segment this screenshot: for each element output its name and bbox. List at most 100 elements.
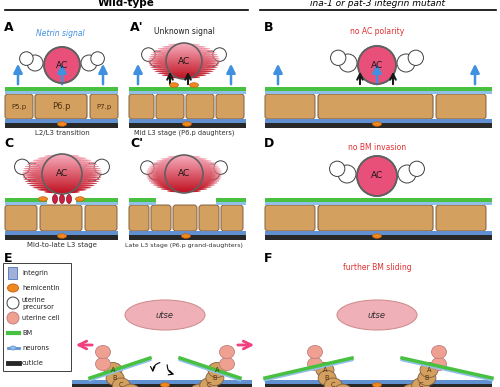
Ellipse shape (158, 72, 210, 75)
Text: C: C (331, 382, 336, 387)
Ellipse shape (148, 168, 220, 170)
Bar (129, 123, 246, 127)
FancyBboxPatch shape (216, 94, 244, 119)
Text: A': A' (130, 21, 143, 34)
Circle shape (214, 161, 228, 175)
Text: Netrin signal: Netrin signal (36, 29, 84, 38)
Ellipse shape (154, 49, 214, 52)
Circle shape (397, 54, 415, 72)
Circle shape (203, 51, 219, 67)
Ellipse shape (206, 371, 224, 385)
Ellipse shape (148, 166, 220, 168)
Text: cuticle: cuticle (22, 360, 44, 366)
Ellipse shape (324, 378, 342, 387)
Bar (5, 202, 47, 204)
Ellipse shape (8, 284, 18, 292)
FancyBboxPatch shape (40, 205, 82, 231)
Ellipse shape (372, 122, 382, 126)
Circle shape (142, 48, 155, 62)
Bar (265, 119, 492, 123)
Bar (265, 235, 492, 240)
FancyBboxPatch shape (5, 205, 37, 231)
Ellipse shape (148, 180, 220, 182)
Circle shape (140, 161, 154, 175)
FancyBboxPatch shape (186, 94, 214, 119)
Ellipse shape (24, 178, 101, 181)
Bar (265, 202, 492, 204)
Text: B: B (113, 375, 117, 381)
Ellipse shape (152, 68, 216, 71)
Bar (5, 87, 118, 91)
Ellipse shape (22, 170, 102, 172)
Ellipse shape (104, 363, 122, 377)
Ellipse shape (76, 197, 84, 201)
Text: L2/L3 transition: L2/L3 transition (34, 130, 90, 136)
Text: no AC polarity: no AC polarity (350, 27, 404, 36)
Ellipse shape (125, 300, 205, 330)
Ellipse shape (146, 176, 222, 178)
Ellipse shape (432, 346, 446, 358)
Circle shape (20, 52, 33, 65)
Bar (129, 87, 246, 91)
Bar (72, 384, 252, 387)
FancyBboxPatch shape (173, 205, 197, 231)
Ellipse shape (190, 384, 208, 387)
Circle shape (7, 297, 19, 309)
Ellipse shape (334, 384, 352, 387)
Text: ina-1 or pat-3 integrin mutant: ina-1 or pat-3 integrin mutant (310, 0, 446, 8)
Text: C: C (4, 137, 13, 150)
Circle shape (408, 50, 424, 65)
Ellipse shape (146, 171, 222, 175)
Bar (265, 198, 492, 202)
Text: B: B (424, 375, 429, 381)
FancyBboxPatch shape (265, 94, 315, 119)
FancyBboxPatch shape (129, 94, 154, 119)
Ellipse shape (308, 346, 322, 358)
Ellipse shape (418, 371, 436, 385)
Ellipse shape (24, 167, 101, 170)
Bar (216, 202, 246, 204)
Bar (76, 202, 118, 204)
Text: D: D (264, 137, 274, 150)
Circle shape (81, 55, 97, 71)
Text: B: B (325, 375, 330, 381)
FancyBboxPatch shape (85, 205, 117, 231)
FancyBboxPatch shape (156, 94, 184, 119)
Ellipse shape (160, 383, 170, 387)
FancyBboxPatch shape (318, 205, 433, 231)
Text: AC: AC (371, 171, 383, 180)
Text: no BM invasion: no BM invasion (348, 144, 406, 152)
Ellipse shape (318, 371, 336, 385)
Ellipse shape (44, 154, 80, 158)
Ellipse shape (150, 55, 218, 58)
Ellipse shape (25, 180, 99, 183)
Bar (8, 267, 17, 279)
Ellipse shape (148, 178, 220, 180)
Ellipse shape (146, 170, 222, 173)
Bar (129, 198, 156, 202)
Bar (129, 235, 246, 240)
FancyBboxPatch shape (90, 94, 118, 119)
Text: AC: AC (178, 57, 190, 65)
Ellipse shape (153, 183, 215, 187)
Ellipse shape (58, 234, 66, 238)
Ellipse shape (146, 174, 222, 176)
Circle shape (149, 51, 165, 67)
Text: Unknown signal: Unknown signal (154, 27, 214, 36)
Ellipse shape (182, 234, 190, 238)
FancyBboxPatch shape (35, 94, 87, 119)
Ellipse shape (33, 186, 91, 189)
Text: A: A (111, 367, 115, 373)
Circle shape (339, 54, 357, 72)
FancyBboxPatch shape (199, 205, 219, 231)
FancyBboxPatch shape (265, 205, 315, 231)
Ellipse shape (60, 195, 64, 204)
Ellipse shape (167, 190, 201, 192)
Circle shape (204, 164, 220, 180)
Circle shape (94, 159, 110, 175)
Text: BM: BM (22, 330, 32, 336)
Text: hemicentin: hemicentin (22, 285, 60, 291)
Ellipse shape (122, 384, 140, 387)
Bar (129, 91, 246, 94)
Bar (265, 91, 492, 94)
